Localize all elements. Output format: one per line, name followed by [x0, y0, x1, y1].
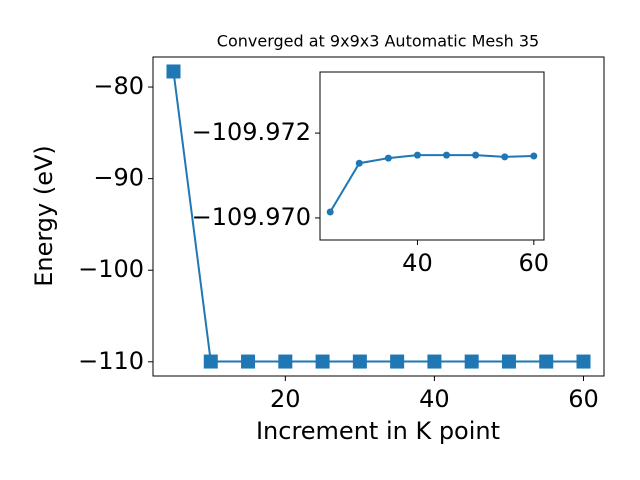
marker — [501, 153, 509, 161]
marker — [501, 354, 516, 369]
marker — [576, 354, 591, 369]
x-tick-label: 40 — [419, 385, 450, 413]
y-tick-label: −109.972 — [192, 118, 311, 146]
marker — [464, 354, 479, 369]
marker — [390, 354, 405, 369]
chart-title: Converged at 9x9x3 Automatic Mesh 35 — [217, 32, 539, 51]
marker — [278, 354, 293, 369]
x-tick-label: 60 — [519, 249, 550, 277]
marker — [384, 154, 392, 162]
marker — [355, 159, 363, 167]
y-tick-label: −90 — [93, 164, 144, 192]
x-tick-label: 60 — [568, 385, 599, 413]
marker — [427, 354, 442, 369]
y-tick-label: −80 — [93, 72, 144, 100]
marker — [530, 152, 538, 160]
series-line — [329, 154, 534, 213]
y-tick-label: −100 — [78, 255, 144, 283]
marker — [166, 64, 181, 79]
x-axis-label: Increment in K point — [256, 417, 500, 445]
marker — [472, 151, 480, 159]
y-axis-label: Energy (eV) — [30, 145, 58, 287]
y-tick-label: −110 — [78, 347, 144, 375]
marker — [241, 354, 256, 369]
marker — [443, 151, 451, 159]
y-tick-label: −109.970 — [192, 203, 311, 231]
axes-frame — [319, 71, 545, 241]
marker — [315, 354, 330, 369]
marker — [413, 151, 421, 159]
x-tick-label: 40 — [402, 249, 433, 277]
x-tick-label: 20 — [270, 385, 301, 413]
marker — [203, 354, 218, 369]
axes-frame — [152, 56, 605, 377]
marker — [326, 208, 334, 216]
marker — [539, 354, 554, 369]
marker — [352, 354, 367, 369]
